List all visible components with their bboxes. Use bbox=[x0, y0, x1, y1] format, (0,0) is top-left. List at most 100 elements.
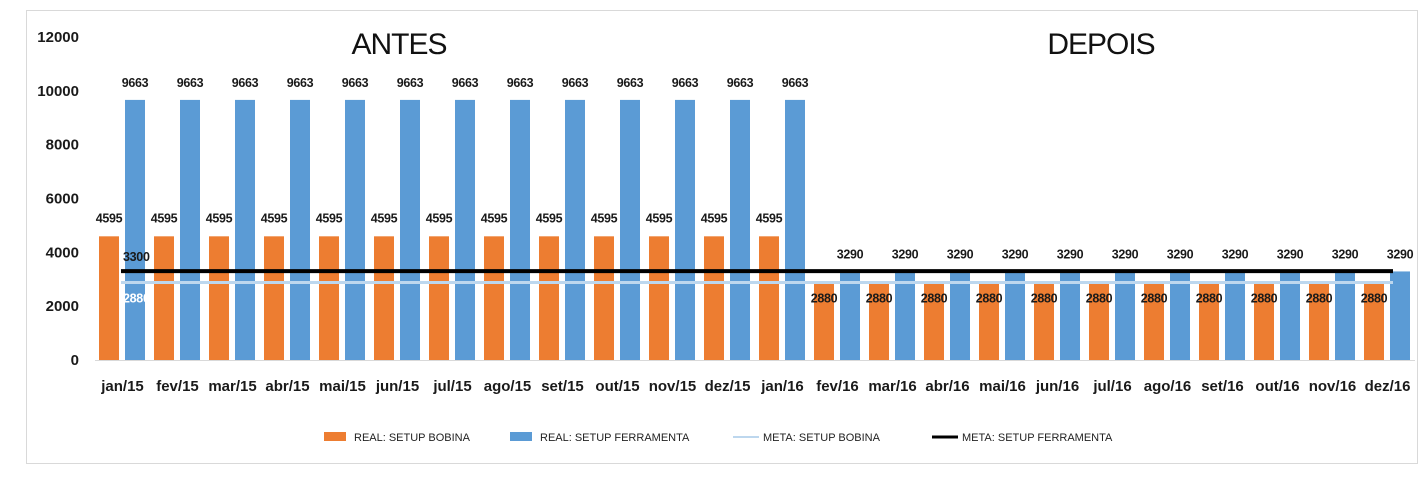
x-tick-label: jul/16 bbox=[1092, 378, 1131, 395]
bar-setup-ferramenta bbox=[180, 99, 200, 361]
bar-setup-ferramenta bbox=[1225, 271, 1245, 360]
bar-setup-ferramenta bbox=[1115, 271, 1135, 360]
data-label-setup-ferramenta: 9663 bbox=[177, 76, 204, 90]
annotation-antes: ANTES bbox=[351, 28, 446, 61]
bar-setup-bobina bbox=[1364, 282, 1384, 360]
data-label-setup-ferramenta: 9663 bbox=[122, 76, 149, 90]
data-label-setup-ferramenta: 3290 bbox=[1112, 247, 1139, 261]
bar-setup-bobina bbox=[759, 236, 779, 360]
data-label-setup-ferramenta: 9663 bbox=[507, 76, 534, 90]
data-label-setup-bobina: 4595 bbox=[756, 211, 783, 225]
data-label-setup-ferramenta: 3290 bbox=[947, 247, 974, 261]
y-tick-label: 10000 bbox=[37, 83, 79, 100]
data-label-setup-ferramenta: 9663 bbox=[287, 76, 314, 90]
bar-chart: 0 2000 4000 6000 8000 10000 12000 jan/15 fev/15 m… bbox=[37, 28, 1415, 444]
x-tick-label: abr/15 bbox=[265, 378, 309, 395]
y-tick-label: 12000 bbox=[37, 29, 79, 46]
data-label-setup-bobina: 2880 bbox=[1196, 291, 1223, 305]
bar-setup-bobina bbox=[649, 236, 669, 360]
x-tick-label: fev/15 bbox=[156, 378, 199, 395]
data-label-setup-ferramenta: 9663 bbox=[617, 76, 644, 90]
bar-setup-bobina bbox=[1199, 282, 1219, 360]
bar-setup-bobina bbox=[924, 282, 944, 360]
data-label-setup-bobina: 2880 bbox=[976, 291, 1003, 305]
x-tick-label: nov/16 bbox=[1309, 378, 1357, 395]
data-label-setup-bobina: 4595 bbox=[371, 211, 398, 225]
x-tick-label: set/15 bbox=[541, 378, 584, 395]
bar-setup-bobina bbox=[1034, 282, 1054, 360]
bar-setup-ferramenta bbox=[345, 99, 365, 361]
y-tick-label: 8000 bbox=[46, 137, 79, 154]
legend-swatch bbox=[324, 432, 346, 441]
data-label-setup-bobina: 2880 bbox=[1361, 291, 1388, 305]
data-label-setup-bobina: 4595 bbox=[261, 211, 288, 225]
bar-setup-ferramenta bbox=[675, 99, 695, 361]
bar-setup-bobina bbox=[1254, 282, 1274, 360]
data-label-setup-bobina: 2880 bbox=[1141, 291, 1168, 305]
legend-label: META: SETUP BOBINA bbox=[763, 432, 881, 444]
bar-setup-ferramenta bbox=[455, 99, 475, 361]
data-label-setup-ferramenta: 9663 bbox=[727, 76, 754, 90]
x-tick-label: jun/16 bbox=[1035, 378, 1079, 395]
x-tick-label: ago/15 bbox=[484, 378, 532, 395]
legend-swatch bbox=[510, 432, 532, 441]
bar-setup-ferramenta bbox=[950, 271, 970, 360]
data-label-setup-ferramenta: 3290 bbox=[1002, 247, 1029, 261]
bar-setup-ferramenta bbox=[1005, 271, 1025, 360]
data-label-setup-ferramenta: 3290 bbox=[1277, 247, 1304, 261]
data-label-meta-setup-bobina: 2880 bbox=[123, 291, 150, 305]
data-label-setup-ferramenta: 9663 bbox=[232, 76, 259, 90]
data-label-setup-bobina: 2880 bbox=[1086, 291, 1113, 305]
x-tick-label: ago/16 bbox=[1144, 378, 1192, 395]
data-label-setup-ferramenta: 3290 bbox=[892, 247, 919, 261]
data-label-setup-bobina: 4595 bbox=[701, 211, 728, 225]
data-label-setup-bobina: 2880 bbox=[866, 291, 893, 305]
data-label-setup-ferramenta: 9663 bbox=[782, 76, 809, 90]
bar-setup-bobina bbox=[1309, 282, 1329, 360]
data-label-setup-ferramenta: 3290 bbox=[1222, 247, 1249, 261]
data-label-setup-ferramenta: 9663 bbox=[342, 76, 369, 90]
y-tick-label: 4000 bbox=[46, 244, 79, 261]
annotation-depois: DEPOIS bbox=[1047, 28, 1154, 61]
bar-setup-bobina bbox=[979, 282, 999, 360]
bar-setup-bobina bbox=[594, 236, 614, 360]
y-tick-label: 2000 bbox=[46, 298, 79, 315]
bar-setup-bobina bbox=[869, 282, 889, 360]
bar-setup-ferramenta bbox=[290, 99, 310, 361]
data-label-setup-bobina: 4595 bbox=[426, 211, 453, 225]
x-tick-label: set/16 bbox=[1201, 378, 1244, 395]
x-tick-label: jan/15 bbox=[100, 378, 144, 395]
data-label-setup-bobina: 2880 bbox=[811, 291, 838, 305]
data-label-setup-bobina: 4595 bbox=[316, 211, 343, 225]
data-label-setup-ferramenta: 3290 bbox=[1167, 247, 1194, 261]
data-label-setup-ferramenta: 9663 bbox=[397, 76, 424, 90]
bar-setup-ferramenta bbox=[235, 99, 255, 361]
data-label-setup-ferramenta: 3290 bbox=[1332, 247, 1359, 261]
x-tick-label: abr/16 bbox=[925, 378, 969, 395]
data-label-setup-bobina: 2880 bbox=[1031, 291, 1058, 305]
bar-setup-ferramenta bbox=[400, 99, 420, 361]
x-tick-label: dez/15 bbox=[705, 378, 751, 395]
data-label-setup-bobina: 2880 bbox=[1251, 291, 1278, 305]
data-label-setup-bobina: 4595 bbox=[96, 211, 123, 225]
bar-setup-ferramenta bbox=[785, 99, 805, 361]
bar-setup-ferramenta bbox=[1280, 271, 1300, 360]
data-label-setup-bobina: 4595 bbox=[206, 211, 233, 225]
data-label-setup-bobina: 4595 bbox=[151, 211, 178, 225]
x-tick-label: mar/16 bbox=[868, 378, 916, 395]
x-tick-label: mai/16 bbox=[979, 378, 1026, 395]
data-label-setup-ferramenta: 3290 bbox=[1387, 247, 1414, 261]
bar-setup-bobina bbox=[154, 236, 174, 360]
bar-setup-bobina bbox=[374, 236, 394, 360]
bar-setup-bobina bbox=[319, 236, 339, 360]
bar-setup-bobina bbox=[704, 236, 724, 360]
bar-setup-ferramenta bbox=[895, 271, 915, 360]
legend-label: REAL: SETUP FERRAMENTA bbox=[540, 432, 690, 444]
bar-setup-bobina bbox=[539, 236, 559, 360]
bar-setup-bobina bbox=[1144, 282, 1164, 360]
x-tick-label: jun/15 bbox=[375, 378, 419, 395]
data-label-setup-ferramenta: 9663 bbox=[672, 76, 699, 90]
legend: REAL: SETUP BOBINA REAL: SETUP FERRAMENTA… bbox=[324, 432, 1113, 444]
x-tick-label: jul/15 bbox=[432, 378, 471, 395]
bar-setup-ferramenta bbox=[1390, 271, 1410, 360]
